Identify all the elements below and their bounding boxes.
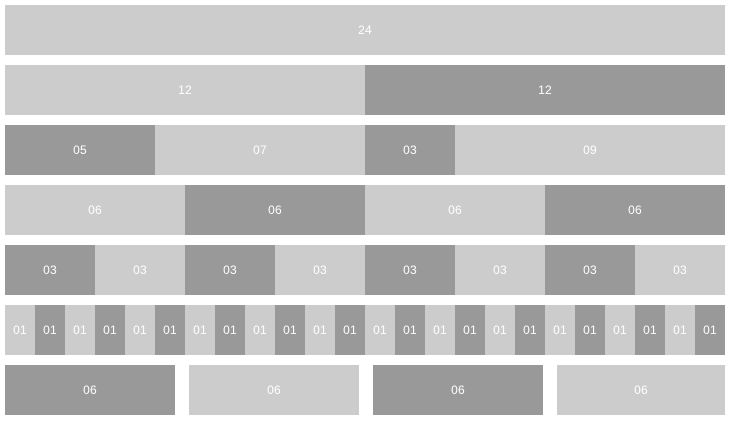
grid-column-01: 01 [635,305,665,355]
grid-column-06: 06 [185,185,365,235]
grid-column-06: 06 [557,365,725,415]
grid-column-01: 01 [65,305,95,355]
grid-demo: 24 12 12 05 07 03 09 06 06 06 06 03 03 03 03 03 03 03 03 01… [5,5,725,425]
grid-column-03: 03 [365,125,455,175]
grid-column-01: 01 [575,305,605,355]
grid-column-03: 03 [455,245,545,295]
grid-column-03: 03 [275,245,365,295]
grid-column-01: 01 [185,305,215,355]
grid-column-03: 03 [5,245,95,295]
grid-column-01: 01 [335,305,365,355]
grid-column-01: 01 [275,305,305,355]
grid-column-01: 01 [485,305,515,355]
grid-column-01: 01 [365,305,395,355]
grid-column-06: 06 [365,185,545,235]
grid-column-06: 06 [5,365,175,415]
grid-column-01: 01 [695,305,725,355]
grid-row: 12 12 [5,65,725,115]
grid-column-03: 03 [365,245,455,295]
grid-row: 24 [5,5,725,55]
grid-column-03: 03 [95,245,185,295]
grid-column-09: 09 [455,125,725,175]
grid-row: 03 03 03 03 03 03 03 03 [5,245,725,295]
grid-column-01: 01 [305,305,335,355]
grid-column-01: 01 [545,305,575,355]
grid-column-07: 07 [155,125,365,175]
grid-column-03: 03 [545,245,635,295]
grid-column-01: 01 [5,305,35,355]
grid-column-01: 01 [395,305,425,355]
grid-column-01: 01 [155,305,185,355]
grid-column-01: 01 [425,305,455,355]
grid-column-24: 24 [5,5,725,55]
grid-column-01: 01 [125,305,155,355]
grid-column-06: 06 [5,185,185,235]
grid-row: 01 01 01 01 01 01 01 01 01 01 01 01 01 01 01 01 01 01 01 01… [5,305,725,355]
grid-column-03: 03 [635,245,725,295]
grid-column-03: 03 [185,245,275,295]
grid-column-01: 01 [665,305,695,355]
grid-column-01: 01 [35,305,65,355]
grid-column-01: 01 [605,305,635,355]
grid-column-01: 01 [245,305,275,355]
grid-column-05: 05 [5,125,155,175]
grid-column-06: 06 [545,185,725,235]
grid-row: 05 07 03 09 [5,125,725,175]
grid-column-01: 01 [95,305,125,355]
grid-row: 06 06 06 06 [5,365,725,415]
grid-column-01: 01 [515,305,545,355]
grid-column-01: 01 [215,305,245,355]
grid-row: 06 06 06 06 [5,185,725,235]
grid-column-06: 06 [373,365,543,415]
grid-column-06: 06 [189,365,359,415]
grid-column-12: 12 [5,65,365,115]
grid-column-12: 12 [365,65,725,115]
grid-column-01: 01 [455,305,485,355]
